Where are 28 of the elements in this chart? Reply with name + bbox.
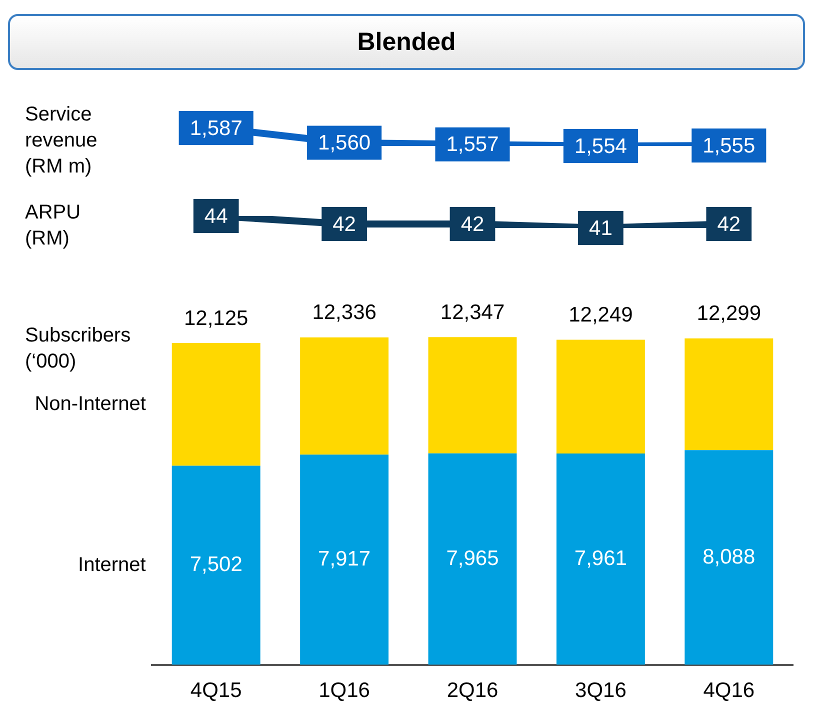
data-label: 8,088 (702, 545, 756, 568)
series-label: Internet (78, 554, 146, 576)
data-label: 1,587 (190, 116, 242, 140)
data-label: 44 (204, 204, 228, 228)
chart-title: Blended (8, 14, 805, 70)
x-tick-label: 3Q16 (575, 679, 626, 702)
data-label: 1,555 (702, 134, 756, 158)
total-label: 12,125 (184, 306, 248, 330)
data-label: 42 (460, 212, 484, 236)
series-label: Non-Internet (34, 392, 146, 415)
data-label: 7,965 (446, 546, 499, 570)
x-tick-label: 4Q16 (703, 679, 755, 702)
total-label: 12,299 (696, 302, 762, 326)
y-axis-title: Subscribers (‘000) (25, 324, 131, 373)
data-label: 7,961 (574, 546, 627, 570)
x-tick-label: 1Q16 (318, 679, 370, 702)
total-label: 12,249 (568, 304, 633, 327)
text: Service revenue (RM m) (25, 104, 98, 178)
text: ARPU (RM) (25, 202, 81, 250)
data-label: 42 (332, 212, 356, 236)
data-label: 7,917 (318, 548, 371, 571)
data-label: 42 (717, 212, 741, 236)
total-label: 12,336 (312, 301, 376, 324)
total-label: 12,347 (440, 300, 505, 324)
data-label: 7,502 (190, 553, 242, 576)
x-tick-label: 2Q16 (446, 679, 498, 702)
data-label: 41 (589, 216, 612, 240)
x-tick-label: 4Q15 (190, 679, 242, 702)
